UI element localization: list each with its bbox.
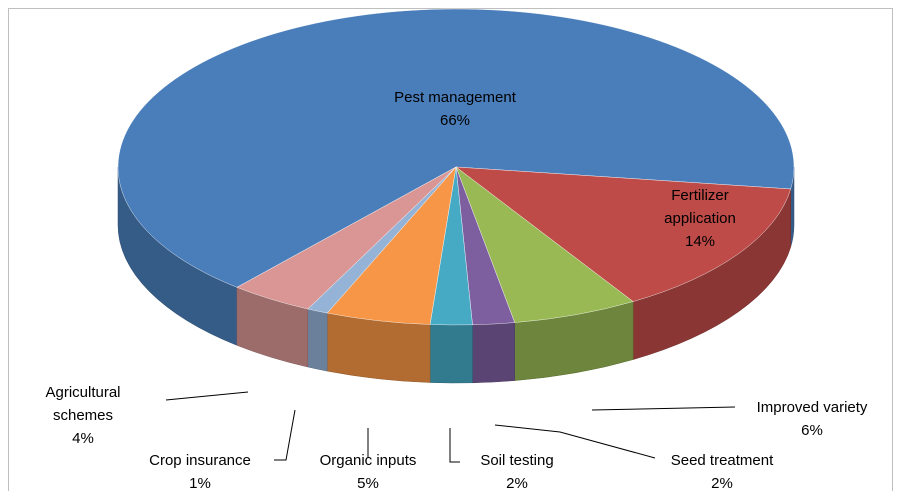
label-value: 1% [189,475,211,491]
leader-line [591,406,736,411]
chart-border [8,8,893,491]
data-label: Soil testing 2% [457,449,577,491]
data-label: Crop insurance 1% [125,449,275,491]
label-name: Crop insurance [149,452,251,469]
label-name: Organic inputs [319,452,417,469]
pie-slice-side [472,322,515,384]
leader-line [165,391,249,401]
data-label: Pest management 66% [375,86,535,132]
pie-slice-side [307,308,328,372]
pie-slice [455,166,791,302]
label-value: 5% [357,475,379,491]
label-value: 6% [801,422,823,439]
label-name: Improved variety [756,399,868,416]
data-label: Organic inputs 5% [298,449,438,491]
label-value: 14% [684,233,716,250]
data-label: Fertilizer application 14% [640,184,760,253]
pie-slice-side [429,324,473,384]
label-name: Pest management [394,89,516,106]
leader-lines [165,391,736,463]
data-label: Improved variety 6% [732,396,892,442]
pie-slice [455,166,634,323]
data-label: Seed treatment 2% [642,449,802,491]
pie-sides [117,166,795,384]
label-name: Agricultural schemes [45,384,121,424]
pie-slice [236,166,457,310]
leader-line [494,424,656,459]
pie-tops [117,8,795,326]
data-label: Agricultural schemes 4% [28,381,138,450]
label-name: Fertilizer application [664,187,736,227]
label-value: 2% [711,475,733,491]
leader-line [449,428,460,463]
label-value: 4% [72,430,94,447]
label-value: 66% [439,112,471,129]
label-name: Seed treatment [670,452,774,469]
label-name: Soil testing [480,452,554,469]
leader-line [274,409,296,461]
pie-slice [117,8,795,288]
label-value: 2% [506,475,528,491]
